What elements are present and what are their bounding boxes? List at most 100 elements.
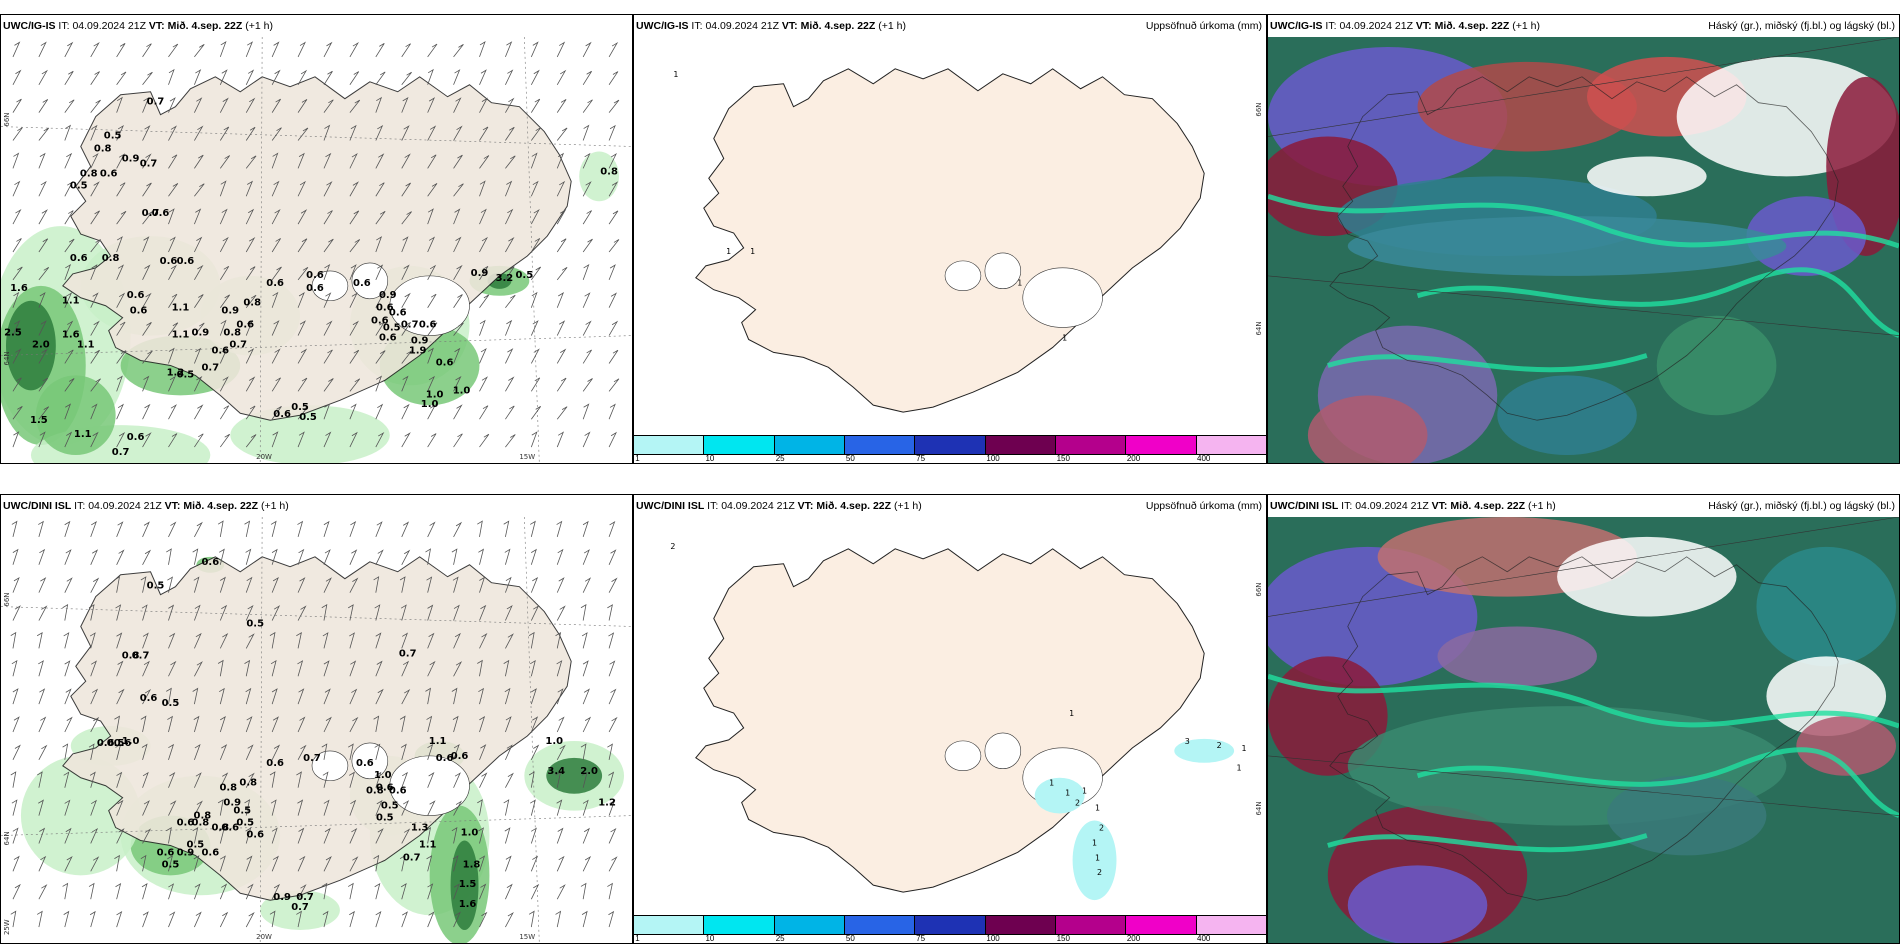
- wind-value-label: 0.6: [100, 168, 118, 179]
- colorbar-swatch: [774, 916, 845, 934]
- precip-title: Uppsöfnuð úrkoma (mm): [1145, 20, 1262, 32]
- wind-value-label: 0.6: [70, 253, 88, 264]
- wind-map[interactable]: 66N 64N 20W 15W 0.7 0.5 0.8 0.9 0.7 0.6 0.8 0.5 0.7 0…: [1, 37, 632, 463]
- wind-value-label: 0.5: [162, 859, 180, 870]
- wind-value-label: 0.8: [192, 818, 210, 829]
- wind-value-label: 0.7: [132, 650, 150, 661]
- wind-value-label: 1.0: [426, 389, 444, 400]
- valid-time: Mið. 4.sep. 22Z: [167, 20, 243, 32]
- cloud-map[interactable]: [1268, 517, 1899, 943]
- precip-map[interactable]: 66N 64N 1 1 1 1 1: [634, 37, 1266, 435]
- wind-value-label: 0.6: [376, 303, 394, 314]
- wind-value-label: 0.6: [273, 409, 291, 420]
- colorbar-swatch: [634, 916, 705, 934]
- wind-value-label: 0.6: [140, 693, 158, 704]
- wind-value-label: 2.5: [4, 328, 22, 339]
- wind-value-label: 3.4: [547, 766, 565, 777]
- axis-label-lat: 64N: [3, 831, 11, 845]
- cloud-map[interactable]: [1268, 37, 1899, 463]
- precip-value-label: 1: [1049, 779, 1054, 788]
- axis-label-lat: 66N: [1255, 103, 1263, 117]
- cloud-blob: [1307, 395, 1428, 463]
- wind-value-label: 0.6: [157, 847, 175, 858]
- wind-value-label: 1.1: [62, 296, 80, 307]
- vt-label: VT:: [1415, 20, 1432, 32]
- shade-blob: [450, 840, 479, 931]
- wind-value-label: 0.6: [266, 758, 284, 769]
- panel-precip-row1: UWC/IG-IS IT: 04.09.2024 21Z VT: Mið. 4.…: [633, 14, 1267, 464]
- iceland-outline: [1329, 556, 1839, 901]
- precip-map[interactable]: 66N 64N 2 1 3 2 1 1 1 1 2 1 1 2 1 1 2: [634, 517, 1266, 915]
- wind-value-label: 0.6: [202, 847, 220, 858]
- cloud-blob: [1557, 536, 1737, 617]
- wind-barbs: [12, 41, 620, 448]
- colorbar-swatch: [1055, 916, 1127, 934]
- colorbar-swatch: [1196, 436, 1266, 454]
- colorbar-swatch: [985, 436, 1056, 454]
- wind-value-label: 0.6: [306, 283, 324, 294]
- precip-value-label: 3: [1185, 737, 1190, 746]
- wind-value-label: 0.7: [147, 97, 165, 108]
- it-label: IT:: [707, 500, 719, 512]
- wind-value-label: 1.3: [411, 823, 429, 834]
- panel-title: UWC/IG-IS IT: 04.09.2024 21Z VT: Mið. 4.…: [634, 15, 1266, 37]
- wind-value-label: 0.6: [353, 278, 371, 289]
- wind-value-label: 1.2: [598, 798, 616, 809]
- wind-value-label: 0.5: [107, 738, 125, 749]
- wind-value-label: 0.8: [122, 650, 140, 661]
- wind-value-label: 0.7: [399, 648, 417, 659]
- wind-value-label: 0.6: [389, 308, 407, 319]
- valid-time: Mið. 4.sep. 22Z: [800, 20, 876, 32]
- low-cloud-contours: [1268, 673, 1899, 853]
- vt-label: VT:: [148, 20, 165, 32]
- precip-colorbar: [634, 435, 1266, 455]
- valid-time: Mið. 4.sep. 22Z: [1450, 500, 1526, 512]
- precip-value-label: 2: [1099, 823, 1104, 832]
- wind-value-label: 1.0: [122, 736, 140, 747]
- it-label: IT:: [1325, 20, 1337, 32]
- wind-value-label: 1.8: [463, 859, 481, 870]
- valid-time: Mið. 4.sep. 22Z: [1434, 20, 1510, 32]
- axis-label-lon: 25W: [3, 919, 11, 935]
- wind-value-label: 0.7: [142, 208, 160, 219]
- wind-value-label: 0.6: [127, 432, 145, 443]
- wind-value-label: 0.7: [403, 852, 421, 863]
- cloud-blob: [1417, 61, 1637, 152]
- colorbar-tick-label: 100: [986, 934, 1000, 943]
- precip-value-label: 1: [1065, 789, 1070, 798]
- precip-value-label: 1: [1095, 853, 1100, 862]
- precip-value-label: 1: [726, 247, 731, 256]
- wind-value-label: 0.6: [211, 346, 229, 357]
- cloud-blob: [1437, 626, 1597, 687]
- wind-value-label: 0.5: [187, 839, 205, 850]
- wind-value-label: 0.8: [94, 143, 112, 154]
- wind-map[interactable]: 66N 64N 20W 15W 25W 0.6 0.5 0.5 0.7 0.8 0.7 0.6 0.5 0…: [1, 517, 632, 943]
- colorbar-tick-label: 25: [775, 454, 785, 463]
- wind-value-label: 0.6: [114, 738, 132, 749]
- wind-value-label: 0.5: [147, 581, 165, 592]
- wind-value-label: 0.9: [177, 847, 195, 858]
- init-time: 04.09.2024 21Z: [721, 500, 795, 512]
- wind-value-label: 0.5: [104, 131, 122, 142]
- precip-value-label: 2: [1217, 741, 1222, 750]
- colorbar-swatch: [915, 916, 986, 934]
- wind-value-label: 1.6: [10, 283, 28, 294]
- glacier: [984, 252, 1022, 290]
- precip-value-label: 1: [1082, 787, 1087, 796]
- precip-colorbar-labels: 1 10 25 50 75 100 150 200 400: [634, 934, 1266, 943]
- colorbar-tick-label: 150: [1056, 454, 1070, 463]
- wind-value-label: 1.6: [459, 899, 477, 910]
- shade-blob: [260, 890, 340, 931]
- low-cloud-contours: [1268, 193, 1899, 373]
- precip-value-label: 1: [1062, 333, 1067, 342]
- precip-map-svg: 66N 64N 1 1 1 1 1: [634, 37, 1266, 435]
- wind-value-label: 0.7: [140, 158, 158, 169]
- wind-value-label: 0.7: [112, 447, 130, 458]
- glacier: [1022, 267, 1103, 328]
- wind-value-label: 1.1: [172, 303, 190, 314]
- panel-wind-row1: UWC/IG-IS IT: 04.09.2024 21Z VT: Mið. 4.…: [0, 14, 633, 464]
- lead-time: (+1 h): [245, 20, 273, 32]
- lead-time: (+1 h): [878, 20, 906, 32]
